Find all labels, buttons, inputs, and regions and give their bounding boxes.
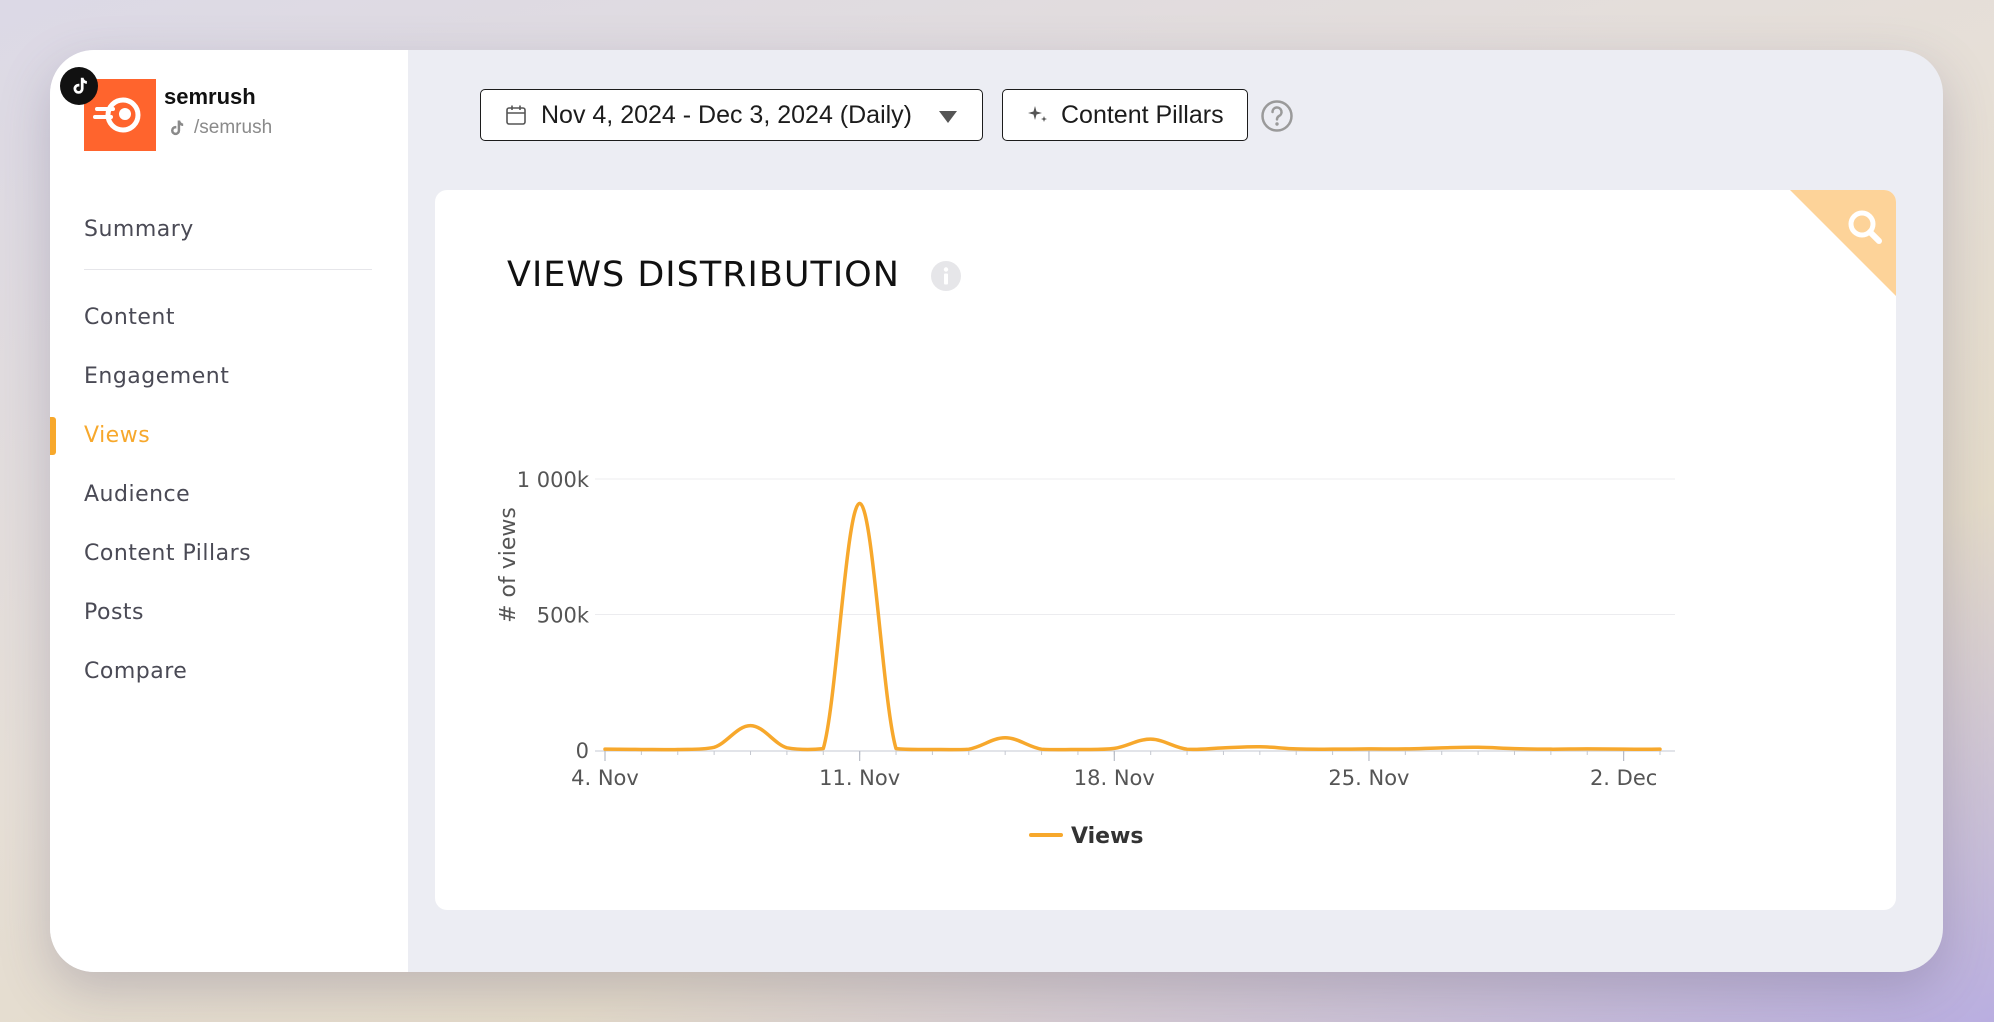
date-range-dropdown[interactable]: Nov 4, 2024 - Dec 3, 2024 (Daily) <box>480 89 983 141</box>
x-tick-label: 4. Nov <box>571 766 639 790</box>
series-line-views <box>603 501 1662 752</box>
views-line-chart: 0 500k 1 000k 4. Nov 11. Nov 18. Nov 25. Nov 2.… <box>496 468 1675 849</box>
search-icon[interactable] <box>1790 190 1896 296</box>
sidebar-item-content-pillars[interactable]: Content Pillars <box>84 541 252 566</box>
y-tick-label: 0 <box>576 739 589 763</box>
tiktok-small-icon <box>171 120 184 136</box>
x-tick-label: 25. Nov <box>1328 766 1409 790</box>
brand-name: semrush <box>164 84 256 109</box>
sidebar-item-engagement[interactable]: Engagement <box>84 364 230 389</box>
app-window: semrush /semrush Summary Content Engagem… <box>50 50 1943 972</box>
y-tick-label: 1 000k <box>517 468 590 492</box>
x-tick-label: 2. Dec <box>1590 766 1657 790</box>
sidebar-nav: Summary Content Engagement Views Audienc… <box>50 200 372 701</box>
x-tick-label: 18. Nov <box>1074 766 1155 790</box>
help-icon[interactable] <box>1260 99 1294 133</box>
sidebar-item-content[interactable]: Content <box>84 305 175 330</box>
x-tick-label: 11. Nov <box>819 766 900 790</box>
date-range-label: Nov 4, 2024 - Dec 3, 2024 (Daily) <box>541 100 913 129</box>
y-axis-label: # of views <box>496 507 521 623</box>
sparkle-icon <box>1028 106 1047 122</box>
sidebar-item-audience[interactable]: Audience <box>84 482 191 507</box>
content-pillars-button[interactable]: Content Pillars <box>1002 89 1248 141</box>
content-pillars-label: Content Pillars <box>1061 100 1224 129</box>
chevron-down-icon <box>939 111 957 123</box>
card-title: VIEWS DISTRIBUTION <box>507 255 900 295</box>
y-tick-label: 500k <box>537 604 590 628</box>
handle-text: /semrush <box>194 117 273 138</box>
sidebar-item-posts[interactable]: Posts <box>84 600 144 625</box>
sidebar-item-summary[interactable]: Summary <box>84 217 194 242</box>
sidebar: semrush /semrush Summary Content Engagem… <box>50 50 408 972</box>
sidebar-item-compare[interactable]: Compare <box>84 659 188 684</box>
calendar-icon <box>506 105 526 125</box>
views-distribution-card: VIEWS DISTRIBUTION 0 500k 1 000k 4. Nov 11. … <box>435 190 1896 910</box>
info-icon[interactable] <box>930 260 962 292</box>
nav-divider <box>84 269 372 270</box>
legend-label: Views <box>1071 824 1144 849</box>
sidebar-item-views[interactable]: Views <box>50 406 372 465</box>
brand-handle[interactable]: /semrush <box>166 116 272 140</box>
tiktok-icon <box>60 67 98 105</box>
